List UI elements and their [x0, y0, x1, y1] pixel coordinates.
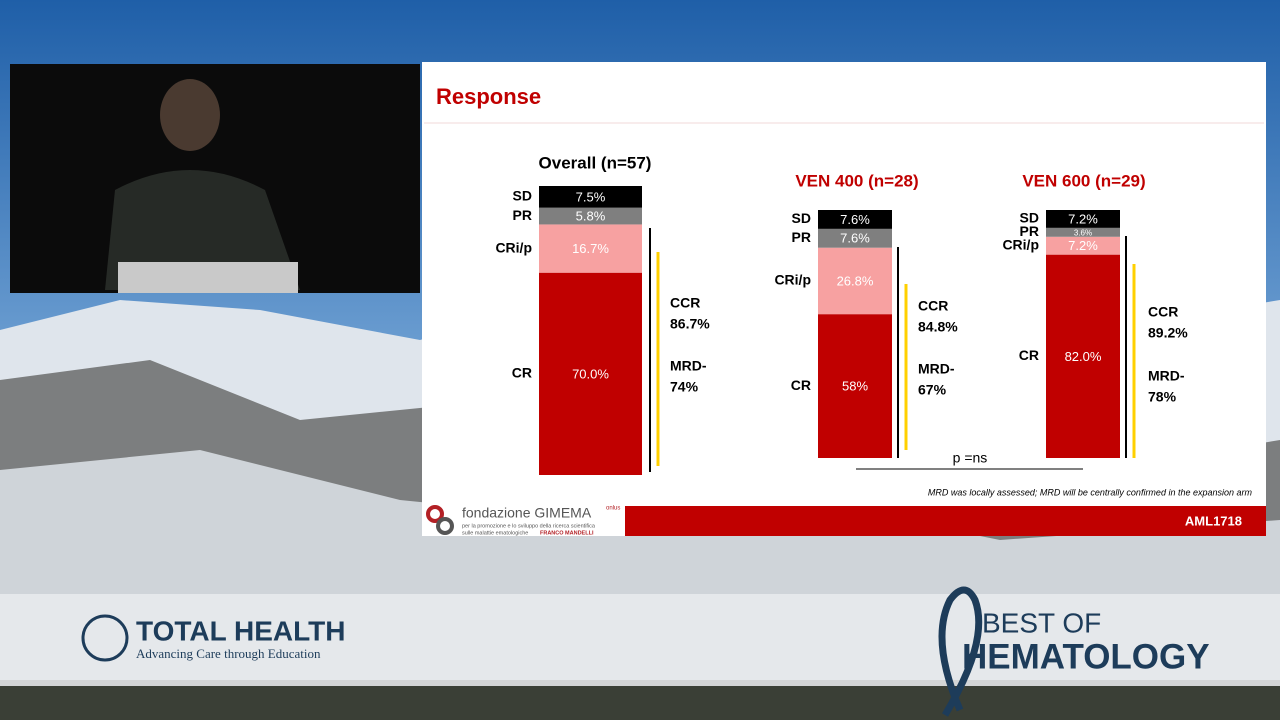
- bar-segment: [1046, 236, 1120, 255]
- brand-icon: [81, 614, 129, 662]
- brand: TOTAL HEALTH: [136, 615, 345, 646]
- annotation: CCR: [918, 298, 948, 314]
- series-label: CRi/p: [495, 239, 532, 255]
- value-label: 82.0%: [1065, 349, 1102, 364]
- logo-line: per la promozione e lo sviluppo della ri…: [462, 523, 596, 529]
- footnote: MRD was locally assessed; MRD will be ce…: [928, 487, 1253, 497]
- annotation: 86.7%: [670, 316, 710, 332]
- event-top: BEST OF: [982, 607, 1101, 638]
- podium: [118, 262, 298, 293]
- annotation: MRD-: [918, 361, 955, 377]
- annotation: 84.8%: [918, 319, 958, 335]
- series-label: PR: [792, 229, 811, 245]
- annotation: CCR: [1148, 304, 1178, 320]
- logo-suffix: onlus: [606, 506, 620, 512]
- gimema-logo: fondazione GIMEMA onlus per la promozion…: [426, 505, 620, 536]
- annotation: CCR: [670, 295, 700, 311]
- footer-bar: [625, 506, 1266, 536]
- chart-title: Overall (n=57): [539, 153, 652, 172]
- chart-title: VEN 400 (n=28): [795, 171, 918, 190]
- event-bottom: HEMATOLOGY: [962, 637, 1210, 676]
- series-label: PR: [513, 207, 532, 223]
- logo-line: sulle malattie ematologiche: [462, 530, 528, 536]
- bar-segment: [818, 210, 892, 229]
- value-label: 70.0%: [572, 366, 609, 381]
- value-label: 7.6%: [840, 231, 870, 246]
- series-label: SD: [1020, 210, 1039, 226]
- value-label: 26.8%: [837, 273, 874, 288]
- value-label: 5.8%: [576, 208, 606, 223]
- value-label: 58%: [842, 379, 868, 394]
- slide-title: Response: [436, 84, 541, 109]
- annotation: 74%: [670, 379, 699, 395]
- bar-segment: [1046, 210, 1120, 228]
- bar-segment: [539, 224, 642, 273]
- bar-segment: [539, 207, 642, 225]
- bar-segment: [818, 314, 892, 458]
- annotation: 89.2%: [1148, 325, 1188, 341]
- value-label: 7.2%: [1068, 238, 1098, 253]
- bar-segment: [1046, 254, 1120, 458]
- logo-mark: [426, 505, 444, 523]
- value-label: 7.6%: [840, 212, 870, 227]
- logo-founder: FRANCO MANDELLI: [540, 530, 594, 536]
- annotation: MRD-: [1148, 368, 1185, 384]
- bar-segment: [818, 228, 892, 248]
- annotation: MRD-: [670, 358, 707, 374]
- bar-segment: [1046, 227, 1120, 237]
- series-label: CR: [791, 377, 811, 393]
- speaker-head: [160, 79, 220, 151]
- annotation: 67%: [918, 382, 947, 398]
- speaker-body: [105, 170, 300, 290]
- series-label: SD: [513, 188, 532, 204]
- p-value: p =ns: [953, 450, 988, 466]
- value-label: 7.2%: [1068, 211, 1098, 226]
- footer-code: AML1718: [1185, 513, 1242, 528]
- value-label: 16.7%: [572, 241, 609, 256]
- ribbon: [938, 586, 983, 717]
- banner: [0, 594, 1280, 686]
- bar-segment: [818, 247, 892, 315]
- annotation: 78%: [1148, 389, 1177, 405]
- logo-mark: [436, 517, 454, 535]
- bar-segment: [539, 186, 642, 208]
- series-label: CR: [512, 365, 532, 381]
- series-label: CRi/p: [1002, 236, 1039, 252]
- trees: [0, 680, 1280, 720]
- value-label: 3.6%: [1074, 228, 1092, 237]
- logo-name: fondazione GIMEMA: [462, 505, 592, 521]
- series-label: SD: [792, 210, 811, 226]
- bar-segment: [539, 272, 642, 475]
- value-label: 7.5%: [576, 189, 606, 204]
- series-label: CRi/p: [774, 272, 811, 288]
- tagline: Advancing Care through Education: [136, 646, 321, 661]
- series-label: PR: [1020, 223, 1039, 239]
- chart-title: VEN 600 (n=29): [1022, 171, 1145, 190]
- series-label: CR: [1019, 347, 1039, 363]
